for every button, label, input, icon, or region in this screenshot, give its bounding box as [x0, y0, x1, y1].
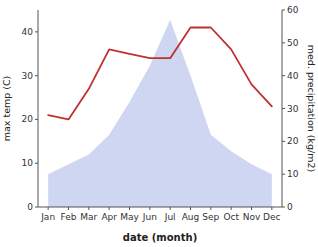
chart-container: 0 10 20 30 40 0 10 20 30 40 50 60 Jan FebMar AprMayJun…: [0, 0, 318, 247]
x-tick: [48, 207, 49, 210]
x-tick: [210, 207, 211, 210]
x-tick-label: Jul: [164, 212, 176, 222]
y2-tick: [282, 108, 285, 109]
y2-tick: [282, 174, 285, 175]
x-tick-label: May: [120, 212, 139, 222]
x-tick: [88, 207, 89, 210]
x-tick: [231, 207, 232, 210]
x-tick: [149, 207, 150, 210]
y-tick-label: 0: [27, 202, 33, 212]
x-tick: [68, 207, 69, 210]
y2-axis-label: med. precipitation (kg/m2): [306, 45, 317, 172]
y-tick: [35, 207, 38, 208]
y-axis-line: [38, 10, 39, 207]
y-tick-label: 40: [22, 27, 34, 37]
x-tick-label: Jan: [40, 212, 55, 222]
y2-tick-label: 10: [287, 169, 299, 179]
y-tick-label: 20: [22, 114, 34, 124]
precip-area: [48, 20, 272, 207]
y-tick: [35, 31, 38, 32]
y2-tick-label: 20: [287, 136, 299, 146]
x-tick-label: Dec: [263, 212, 280, 222]
x-tick: [271, 207, 272, 210]
x-tick-label: Aug: [182, 212, 200, 222]
x-tick-label: Apr: [101, 212, 117, 222]
x-tick: [129, 207, 130, 210]
y2-tick-label: 50: [287, 38, 299, 48]
y2-tick-label: 40: [287, 71, 299, 81]
y-tick-label: 10: [22, 158, 34, 168]
temp-line: [48, 28, 272, 120]
y2-tick-label: 30: [287, 104, 299, 114]
x-tick-label: Nov: [243, 212, 261, 222]
y2-tick: [282, 207, 285, 208]
x-tick-label: Oct: [223, 212, 239, 222]
y2-tick-label: 60: [287, 5, 299, 15]
y-tick: [35, 119, 38, 120]
x-tick: [251, 207, 252, 210]
y2-tick: [282, 141, 285, 142]
y2-tick-label: 0: [287, 202, 293, 212]
y2-tick: [282, 75, 285, 76]
y-tick: [35, 163, 38, 164]
plot-area: [48, 20, 272, 207]
chart: 0 10 20 30 40 0 10 20 30 40 50 60 Jan FebMar AprMayJun…: [0, 0, 318, 247]
y-tick: [35, 75, 38, 76]
y-axis-label: max temp (C): [1, 76, 12, 142]
y2-tick: [282, 10, 285, 11]
x-tick-label: Sep: [202, 212, 219, 222]
x-axis-line: [38, 207, 282, 208]
x-tick-label: Mar: [80, 212, 97, 222]
x-tick: [109, 207, 110, 210]
y2-tick: [282, 42, 285, 43]
x-tick: [170, 207, 171, 210]
x-axis-label: date (month): [123, 232, 197, 243]
x-tick: [190, 207, 191, 210]
x-tick-label: Jun: [142, 212, 157, 222]
x-tick-label: Feb: [61, 212, 77, 222]
y-tick-label: 30: [22, 71, 34, 81]
